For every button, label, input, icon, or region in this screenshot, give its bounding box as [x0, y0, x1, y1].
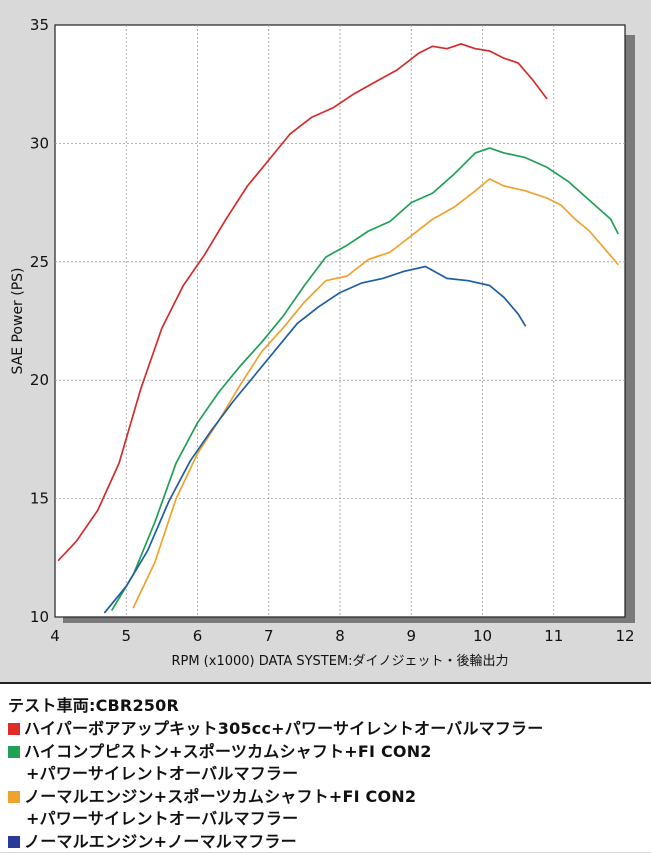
legend-line: ハイコンプピストン+スポーツカムシャフト+FI CON2	[8, 741, 651, 763]
legend-line: ハイパーボアアップキット305cc+パワーサイレントオーバルマフラー	[8, 718, 651, 740]
y-tick-label: 25	[30, 253, 49, 271]
legend-line: ノーマルエンジン+スポーツカムシャフト+FI CON2	[8, 786, 651, 808]
legend-line: ノーマルエンジン+ノーマルマフラー	[8, 831, 651, 853]
legend-line: +パワーサイレントオーバルマフラー	[8, 808, 651, 830]
legend-item: ハイパーボアアップキット305cc+パワーサイレントオーバルマフラー	[8, 718, 651, 740]
legend-swatch	[8, 791, 20, 803]
y-tick-label: 30	[30, 134, 49, 152]
x-tick-label: 4	[50, 627, 60, 645]
y-tick-label: 35	[30, 16, 49, 34]
x-tick-label: 10	[473, 627, 492, 645]
x-tick-label: 11	[544, 627, 563, 645]
legend-line: +パワーサイレントオーバルマフラー	[8, 763, 651, 785]
x-tick-label: 7	[264, 627, 274, 645]
legend-panel: テスト車両:CBR250R ハイパーボアアップキット305cc+パワーサイレント…	[0, 682, 651, 852]
legend-swatch	[8, 836, 20, 848]
legend-item: ハイコンプピストン+スポーツカムシャフト+FI CON2 +パワーサイレントオーバ…	[8, 741, 651, 785]
x-axis-label: RPM (x1000) DATA SYSTEM:ダイノジェット・後輪出力	[171, 653, 508, 669]
series-line-2	[111, 147, 619, 611]
legend-label: ノーマルエンジン+スポーツカムシャフト+FI CON2	[24, 787, 417, 806]
tick-labels: 4 5 6 7 8 9 10 11 12 10 15 20 25 30 35	[30, 16, 635, 645]
y-axis-label: SAE Power (PS)	[10, 267, 26, 374]
legend-items: ハイパーボアアップキット305cc+パワーサイレントオーバルマフラー ハイコンプピ…	[8, 718, 651, 853]
x-tick-label: 9	[406, 627, 416, 645]
series-layer	[57, 43, 619, 614]
grid-lines	[55, 25, 625, 617]
x-tick-label: 5	[121, 627, 131, 645]
legend-swatch	[8, 723, 20, 735]
y-tick-label: 20	[30, 371, 49, 389]
y-tick-label: 15	[30, 490, 49, 508]
legend-label: ノーマルエンジン+ノーマルマフラー	[24, 832, 297, 851]
legend-label: +パワーサイレントオーバルマフラー	[26, 764, 299, 783]
legend-heading: テスト車両:CBR250R	[8, 696, 179, 715]
legend-label: +パワーサイレントオーバルマフラー	[26, 809, 299, 828]
y-tick-label: 10	[30, 608, 49, 626]
legend-item: ノーマルエンジン+ノーマルマフラー	[8, 831, 651, 853]
x-tick-label: 12	[615, 627, 634, 645]
series-line-4	[104, 265, 527, 614]
legend-label: ハイパーボアアップキット305cc+パワーサイレントオーバルマフラー	[24, 719, 544, 738]
legend-label: ハイコンプピストン+スポーツカムシャフト+FI CON2	[24, 742, 432, 761]
x-tick-label: 6	[193, 627, 203, 645]
legend-swatch	[8, 746, 20, 758]
legend-item: ノーマルエンジン+スポーツカムシャフト+FI CON2 +パワーサイレントオーバル…	[8, 786, 651, 830]
series-line-1	[57, 43, 548, 562]
x-tick-label: 8	[335, 627, 345, 645]
